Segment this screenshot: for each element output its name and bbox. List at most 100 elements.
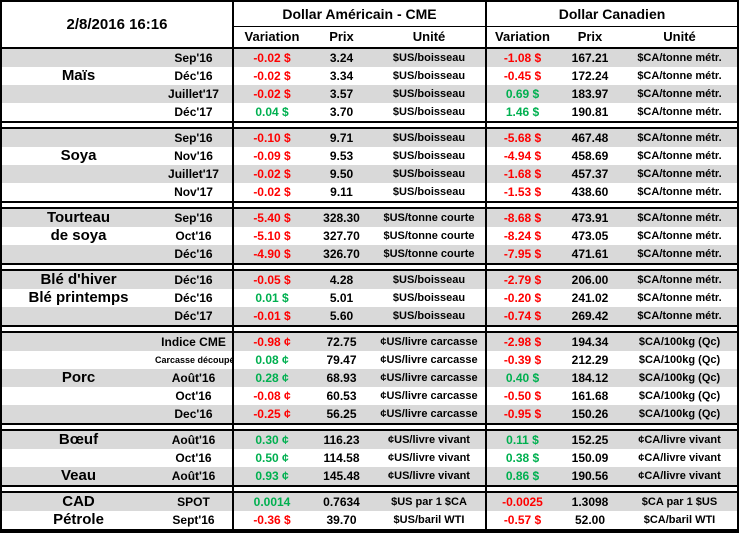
cad-section-title: Dollar Canadien	[485, 2, 737, 27]
usd-unit: ¢US/livre carcasse	[380, 354, 478, 366]
group-separator-cell	[232, 203, 485, 207]
usd-unit: ¢US/livre carcasse	[380, 390, 478, 402]
group-separator-cell	[2, 123, 232, 127]
cad-price: 457.37	[571, 167, 609, 181]
cad-variation: -1.68 $	[485, 165, 558, 183]
usd-unit: $US/baril WTI	[393, 514, 465, 526]
group-separator-cell	[232, 123, 485, 127]
commodity-label: Blé d'hiver	[40, 271, 117, 288]
usd-unit: $US/boisseau	[392, 310, 466, 322]
group-separator-cell	[485, 487, 737, 491]
usd-unit: $US/boisseau	[392, 88, 466, 100]
table-row: Bœuf Août'16 0.30 ¢ 116.23 ¢US/livre vivant 0…	[2, 431, 737, 449]
group-separator-cell	[485, 425, 737, 429]
commodity-label	[2, 49, 155, 67]
usd-section-title: Dollar Américain - CME	[232, 2, 485, 27]
group-separator	[2, 423, 737, 431]
table-row: de soya Oct'16 -5.10 $ 327.70 $US/tonne cour…	[2, 227, 737, 245]
table-row: Sep'16 -0.02 $ 3.24 $US/boisseau -1.08 $ 167.…	[2, 49, 737, 67]
cad-price: 161.68	[571, 389, 609, 403]
contract-month: SPOT	[177, 495, 210, 509]
contract-month: Déc'17	[174, 105, 213, 119]
contract-month: Nov'16	[174, 149, 213, 163]
usd-price: 9.11	[330, 185, 353, 199]
cad-price: 206.00	[571, 273, 609, 287]
contract-month: Oct'16	[175, 451, 212, 465]
group-separator-cell	[2, 487, 232, 491]
cad-variation: 0.38 $	[485, 449, 558, 467]
usd-price: 145.48	[323, 469, 360, 483]
usd-price: 0.7634	[323, 495, 360, 509]
cad-unit: ¢CA/livre vivant	[638, 470, 721, 482]
cad-unit: $CA/tonne métr.	[637, 186, 722, 198]
cad-variation: -0.45 $	[485, 67, 558, 85]
contract-month: Sept'16	[172, 513, 215, 527]
contract-month: Sep'16	[174, 51, 213, 65]
commodity-label: Tourteau	[46, 209, 111, 226]
commodity-label: Pétrole	[53, 511, 104, 528]
usd-price: 9.50	[329, 167, 354, 181]
commodity-label: Soya	[60, 147, 97, 164]
commodity-label: Maïs	[61, 67, 96, 84]
group-separator-cell	[2, 425, 232, 429]
table-row: Soya Nov'16 -0.09 $ 9.53 $US/boisseau -4.94 $…	[2, 147, 737, 165]
cad-price: 1.3098	[571, 495, 609, 509]
group-separator	[2, 263, 737, 271]
table-row: Oct'16 0.50 ¢ 114.58 ¢US/livre vivant 0.38 $…	[2, 449, 737, 467]
table-row: Déc'17 0.04 $ 3.70 $US/boisseau 1.46 $ 190.81…	[2, 103, 737, 121]
table-row: Juillet'17 -0.02 $ 3.57 $US/boisseau 0.69 $ 1…	[2, 85, 737, 103]
cad-price: 167.21	[571, 51, 609, 65]
usd-variation: -0.08 ¢	[232, 387, 310, 405]
table-row: Blé printemps Déc'16 0.01 $ 5.01 $US/boissea…	[2, 289, 737, 307]
cad-price: 438.60	[571, 185, 609, 199]
usd-unit: $US/boisseau	[392, 168, 466, 180]
usd-unit: $US/boisseau	[392, 274, 466, 286]
group-separator-cell	[2, 203, 232, 207]
table-row: Veau Août'16 0.93 ¢ 145.48 ¢US/livre vivant 0…	[2, 467, 737, 485]
cad-variation: 0.11 $	[485, 431, 558, 449]
group-separator-cell	[2, 327, 232, 331]
cad-unit: $CA/tonne métr.	[637, 310, 722, 322]
table-row: Blé d'hiver Déc'16 -0.05 $ 4.28 $US/boisseau…	[2, 271, 737, 289]
cad-unit: $CA/100kg (Qc)	[638, 336, 721, 348]
usd-variation: -0.09 $	[232, 147, 310, 165]
commodity-label	[2, 387, 155, 405]
usd-price: 68.93	[326, 371, 357, 385]
cad-variation: 1.46 $	[485, 103, 558, 121]
cad-variation: -8.68 $	[485, 209, 558, 227]
usd-unite-header: Unité	[412, 29, 446, 44]
usd-variation: -5.40 $	[232, 209, 310, 227]
contract-month: Oct'16	[175, 229, 212, 243]
usd-variation: 0.01 $	[232, 289, 310, 307]
contract-month: Août'16	[171, 433, 216, 447]
cad-unit: $CA/tonne métr.	[637, 52, 722, 64]
usd-unit: $US/boisseau	[392, 150, 466, 162]
cad-unit: $CA par 1 $US	[641, 496, 718, 508]
commodity-label	[2, 307, 155, 325]
contract-month: Déc'16	[174, 69, 213, 83]
table-body: Sep'16 -0.02 $ 3.24 $US/boisseau -1.08 $ 167.…	[2, 49, 737, 529]
cad-price: 241.02	[571, 291, 609, 305]
usd-price: 9.53	[329, 149, 354, 163]
cad-variation: -2.79 $	[485, 271, 558, 289]
cad-unit: ¢CA/livre vivant	[638, 452, 721, 464]
cad-unit: $CA/tonne métr.	[637, 212, 722, 224]
usd-variation: -0.02 $	[232, 85, 310, 103]
commodity-label	[2, 183, 155, 201]
cad-unit: $CA/tonne métr.	[637, 168, 722, 180]
usd-price: 39.70	[326, 513, 357, 527]
usd-price: 5.01	[329, 291, 354, 305]
usd-unit: $US par 1 $CA	[391, 496, 467, 508]
group-separator	[2, 121, 737, 129]
cad-variation: -1.53 $	[485, 183, 558, 201]
usd-unit: $US/tonne courte	[383, 230, 475, 242]
usd-variation: -0.01 $	[232, 307, 310, 325]
group-separator-cell	[485, 123, 737, 127]
cad-variation: -0.20 $	[485, 289, 558, 307]
cad-price: 269.42	[571, 309, 609, 323]
cad-unit: $CA/100kg (Qc)	[638, 354, 721, 366]
commodity-label: CAD	[62, 493, 95, 510]
group-separator-cell	[2, 265, 232, 269]
cad-variation: -0.50 $	[485, 387, 558, 405]
